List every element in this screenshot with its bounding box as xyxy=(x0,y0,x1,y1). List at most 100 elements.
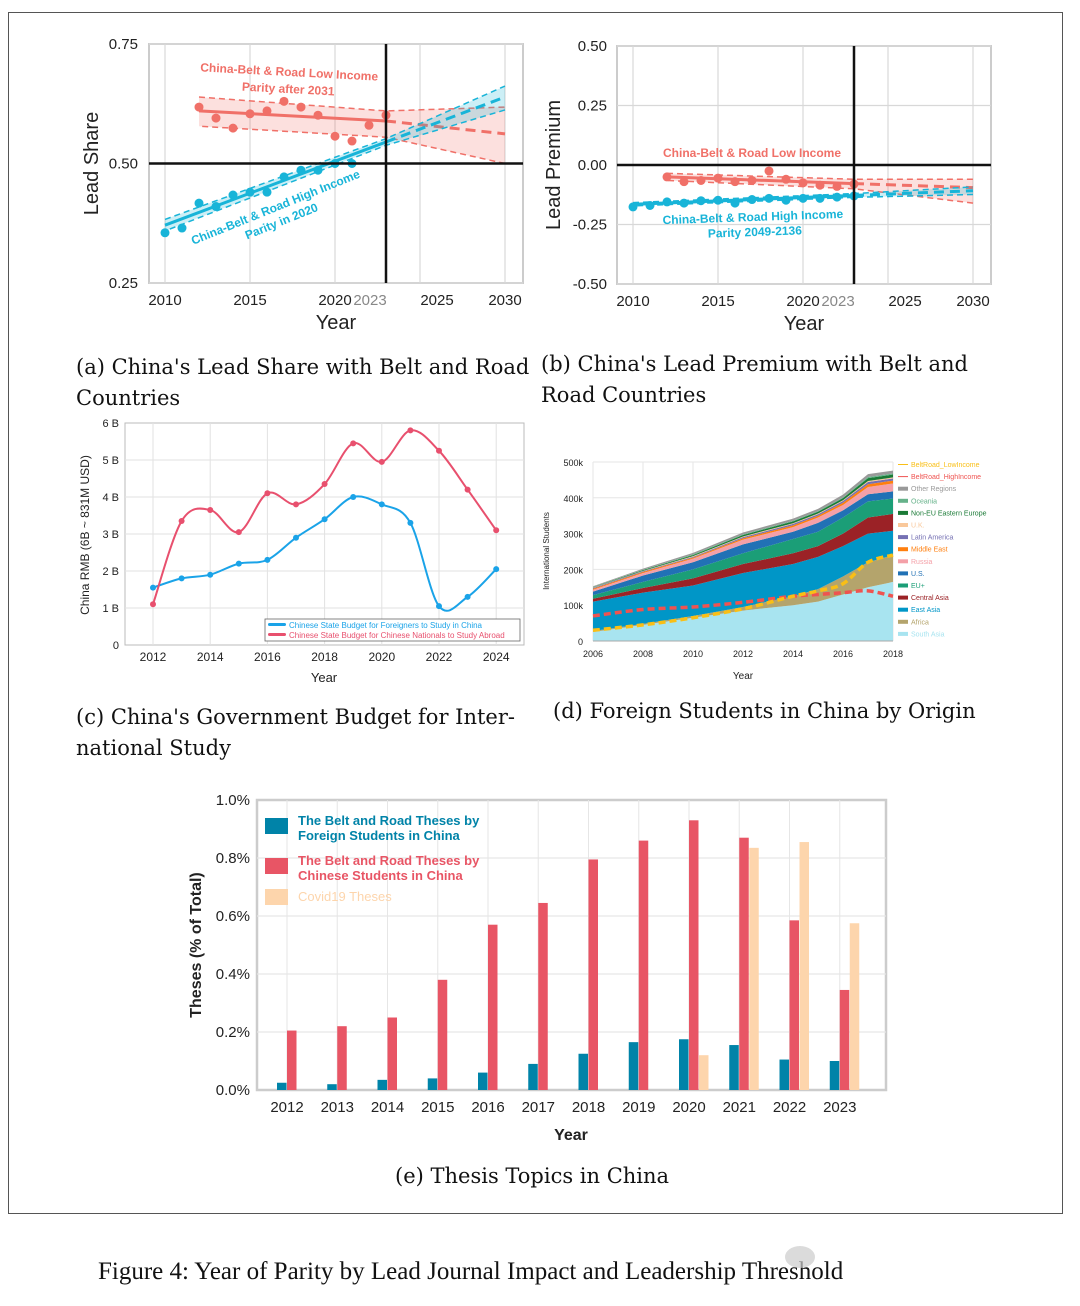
data-point xyxy=(407,427,414,434)
data-point xyxy=(679,177,689,187)
bar xyxy=(628,1042,639,1090)
y-tick-label: 0.50 xyxy=(109,156,138,173)
data-point xyxy=(436,603,442,610)
bar xyxy=(729,1045,739,1090)
legend-label: U.S. xyxy=(911,571,925,578)
data-point xyxy=(313,165,323,175)
y-tick-label: 400k xyxy=(563,494,583,504)
legend-box xyxy=(264,618,521,642)
legend-swatch xyxy=(265,858,288,874)
band-upper-line xyxy=(666,172,973,181)
series-annotation: China-Belt & Road Low Income xyxy=(663,146,841,160)
x-tick-label: 2013 xyxy=(321,1099,354,1116)
x-tick-label: 2022 xyxy=(773,1099,806,1116)
data-point xyxy=(321,481,328,488)
trend-projection xyxy=(853,182,974,190)
bar xyxy=(829,1061,840,1090)
trend-projection xyxy=(385,95,506,144)
y-tick-label: 0.25 xyxy=(109,275,138,292)
x-axis-label: Year xyxy=(554,1127,588,1144)
legend-swatch xyxy=(898,607,908,612)
y-tick-label: 0.00 xyxy=(578,157,607,174)
data-point xyxy=(798,193,808,203)
data-point xyxy=(378,501,385,508)
bar xyxy=(638,840,649,1090)
area-middle-east xyxy=(593,480,893,590)
bar xyxy=(478,1072,488,1090)
legend-swatch xyxy=(898,583,908,588)
data-point xyxy=(178,575,185,582)
data-point xyxy=(160,228,170,238)
x-tick-label: 2023 xyxy=(823,1099,856,1116)
data-point xyxy=(832,181,842,191)
data-point xyxy=(313,110,323,120)
data-point xyxy=(713,173,723,183)
trend-projection xyxy=(385,119,506,136)
legend-label: The Belt and Road Theses by Chinese Stude… xyxy=(298,853,480,883)
caption-a-line1: (a) China's Lead Share with Belt and Roa… xyxy=(76,355,530,379)
legend-label-line: The Belt and Road Theses by xyxy=(298,813,480,828)
y-axis-label: Lead Share xyxy=(81,112,103,215)
data-point xyxy=(781,174,791,184)
y-tick-label: 4 B xyxy=(102,492,119,504)
x-tick-label: 2014 xyxy=(371,1099,404,1116)
legend-label: U.K. xyxy=(911,523,925,530)
legend-swatch xyxy=(265,818,288,834)
x-tick-label: 2020 xyxy=(786,293,819,310)
area-eu- xyxy=(593,498,893,599)
x-tick-label: 2012 xyxy=(140,650,167,664)
data-point xyxy=(679,198,689,208)
data-point xyxy=(293,534,299,541)
data-point xyxy=(493,527,500,534)
x-tick-label: 2020 xyxy=(318,292,351,309)
area-south-asia xyxy=(593,581,893,641)
legend-label: Central Asia xyxy=(911,595,949,602)
data-point xyxy=(150,601,156,608)
data-point xyxy=(832,192,842,202)
bar xyxy=(679,1039,689,1090)
data-point xyxy=(347,136,357,146)
x-tick-label: 2020 xyxy=(368,650,395,664)
data-point xyxy=(628,202,638,212)
data-point xyxy=(150,584,156,591)
y-tick-label: 0 xyxy=(578,637,583,647)
legend-label: Russia xyxy=(911,559,933,566)
data-point xyxy=(464,486,471,493)
caption-c-line2: national Study xyxy=(76,736,231,760)
data-point xyxy=(781,195,791,205)
data-point xyxy=(262,187,272,197)
caption-d-line1: (d) Foreign Students in China by Origin xyxy=(553,699,976,723)
data-point xyxy=(815,193,825,203)
legend-label-line: Chinese Students in China xyxy=(298,868,463,883)
data-point xyxy=(279,96,289,106)
data-point xyxy=(228,190,238,200)
figure-frame xyxy=(8,12,1063,1214)
caption-a: (a) China's Lead Share with Belt and Roa… xyxy=(76,352,529,414)
data-point xyxy=(177,223,187,233)
legend-swatch xyxy=(265,889,288,905)
x-tick-label: 2014 xyxy=(783,649,803,659)
x-tick-label: 2015 xyxy=(233,292,266,309)
data-point xyxy=(228,123,238,133)
y-tick-label: 1.0% xyxy=(216,792,250,809)
y-axis-label: International Students xyxy=(542,512,551,590)
line-beltroad_lowincome xyxy=(592,553,894,632)
caption-d: (d) Foreign Students in China by Origin xyxy=(553,696,976,727)
legend-label: Covid19 Theses xyxy=(298,889,392,904)
data-point xyxy=(645,200,655,210)
legend-label: Africa xyxy=(911,619,929,626)
bar xyxy=(287,1030,297,1090)
legend-label: East Asia xyxy=(911,607,940,614)
data-point xyxy=(696,196,706,206)
legend-label: BeltRoad_HighIncome xyxy=(911,474,981,481)
bar xyxy=(437,979,448,1090)
bar xyxy=(578,1053,588,1090)
caption-e-line1: (e) Thesis Topics in China xyxy=(395,1164,670,1188)
x-tick-label: 2020 xyxy=(672,1099,705,1116)
x-tick-label: 2018 xyxy=(311,650,338,664)
bar xyxy=(689,820,699,1090)
legend-label: The Belt and Road Theses by Foreign Stude… xyxy=(298,813,480,843)
trend-line xyxy=(198,109,387,123)
data-point xyxy=(296,102,306,112)
data-point xyxy=(350,440,357,447)
